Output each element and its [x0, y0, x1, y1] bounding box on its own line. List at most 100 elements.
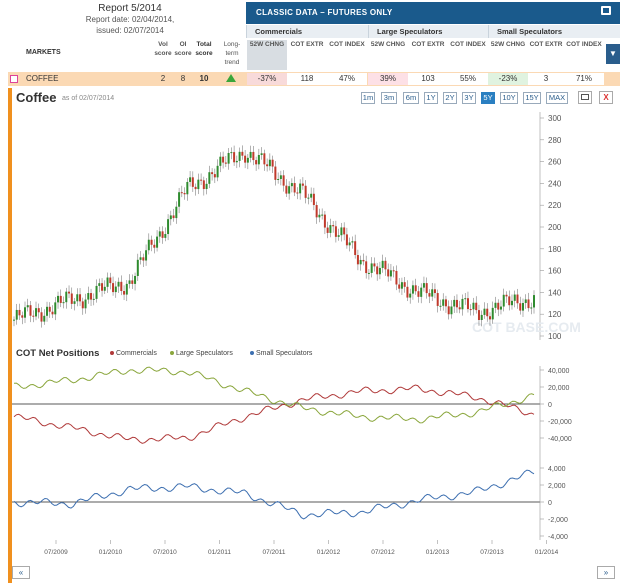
candle-body — [400, 282, 403, 289]
candle-body — [343, 227, 346, 235]
range-6m-button[interactable]: 6m — [403, 92, 419, 104]
candle-body — [109, 277, 112, 284]
candle-body — [348, 242, 351, 246]
range-10y-button[interactable]: 10Y — [500, 92, 518, 104]
comm-chng-header[interactable]: 52W CHNG — [247, 40, 287, 70]
candle-body — [35, 308, 38, 317]
candle-body — [444, 299, 447, 307]
comm-index-header[interactable]: COT INDEX — [329, 41, 365, 48]
candle-body — [131, 280, 134, 284]
comm-extr-header[interactable]: COT EXTR — [290, 41, 324, 48]
report-info: Report 5/2014 Report date: 02/04/2014, i… — [60, 3, 200, 36]
candle-body — [249, 151, 252, 158]
ls-extr: 103 — [408, 73, 448, 85]
ss-index-header[interactable]: COT INDEX — [566, 41, 602, 48]
range-1y-button[interactable]: 1Y — [424, 92, 438, 104]
candle-body — [296, 192, 299, 194]
candle-body — [389, 270, 392, 277]
candle-body — [477, 310, 480, 320]
candle-body — [246, 157, 249, 163]
printer-icon[interactable] — [601, 6, 611, 15]
candle-body — [57, 295, 60, 303]
range-15y-button[interactable]: 15Y — [523, 92, 541, 104]
candle-body — [466, 298, 469, 310]
candle-body — [274, 166, 277, 180]
market-name[interactable]: COFFEE — [26, 74, 59, 83]
price-ytick-label: 200 — [548, 223, 562, 232]
series-line-large-speculators — [13, 366, 535, 424]
range-5y-button[interactable]: 5Y — [481, 92, 495, 104]
candle-body — [318, 214, 321, 218]
candle-body — [513, 294, 516, 301]
candle-body — [125, 283, 128, 295]
chart-as-of: as of 02/07/2014 — [62, 95, 115, 102]
range-2y-button[interactable]: 2Y — [443, 92, 457, 104]
market-checkbox[interactable] — [10, 75, 18, 83]
candle-body — [367, 272, 370, 274]
candle-body — [136, 259, 139, 276]
candle-body — [337, 235, 340, 237]
legend-label-large-speculators: Large Speculators — [176, 350, 233, 357]
candle-body — [26, 305, 29, 308]
sort-down-icon[interactable]: ▼ — [606, 44, 620, 64]
candle-body — [359, 259, 362, 265]
classic-data-header: CLASSIC DATA – FUTURES ONLY — [246, 2, 620, 24]
candle-body — [153, 244, 156, 248]
candle-body — [384, 260, 387, 270]
candle-body — [68, 291, 71, 294]
candle-body — [425, 283, 428, 294]
candle-body — [98, 283, 101, 286]
candle-body — [453, 299, 456, 307]
candle-body — [268, 159, 271, 167]
prev-button[interactable]: « — [12, 566, 30, 579]
candle-body — [263, 153, 266, 165]
oi-score-header[interactable]: OI score — [174, 41, 192, 57]
candle-body — [139, 257, 142, 260]
trend-header[interactable]: Long-term trend — [223, 41, 241, 66]
candle-body — [299, 183, 302, 194]
candle-body — [62, 302, 65, 304]
ss-extr: 3 — [528, 73, 564, 85]
ss-index: 71% — [564, 73, 604, 85]
candle-body — [183, 193, 186, 195]
cot-upper-ytick-label: -40,000 — [548, 436, 572, 443]
range-3y-button[interactable]: 3Y — [462, 92, 476, 104]
candle-body — [464, 298, 467, 300]
candle-body — [142, 257, 145, 261]
candle-body — [345, 234, 348, 246]
candle-body — [167, 219, 170, 235]
candle-body — [73, 301, 76, 304]
candle-body — [428, 293, 431, 297]
range-1m-button[interactable]: 1m — [361, 92, 375, 104]
candle-body — [222, 156, 225, 163]
candle-body — [164, 234, 167, 238]
vol-score-header[interactable]: Vol score — [154, 41, 172, 57]
next-button[interactable]: » — [597, 566, 615, 579]
x-tick-label: 07/2009 — [44, 549, 68, 556]
ls-chng-header[interactable]: 52W CHNG — [370, 41, 406, 48]
x-ticks: 07/2009 01/2010 07/2010 01/2011 07/2011 01/20… — [44, 540, 559, 556]
close-chart-button[interactable]: X — [599, 91, 613, 104]
ss-extr-header[interactable]: COT EXTR — [529, 41, 563, 48]
watermark: COT BASE.COM — [472, 319, 581, 335]
candle-body — [519, 303, 522, 311]
candle-body — [304, 185, 307, 198]
ls-index-header[interactable]: COT INDEX — [450, 41, 486, 48]
total-score-header[interactable]: Total score — [195, 41, 213, 57]
candle-body — [29, 305, 32, 316]
ls-extr-header[interactable]: COT EXTR — [411, 41, 445, 48]
comm-index: 47% — [327, 73, 367, 85]
candle-body — [530, 307, 533, 309]
chart-print-icon[interactable] — [578, 91, 592, 104]
candle-body — [409, 293, 412, 298]
range-max-button[interactable]: MAX — [546, 92, 568, 104]
ss-chng-header[interactable]: 52W CHNG — [490, 41, 526, 48]
candle-body — [59, 295, 62, 303]
candle-body — [332, 225, 335, 227]
range-3m-button[interactable]: 3m — [381, 92, 397, 104]
x-tick-label: 01/2013 — [426, 549, 450, 556]
candle-body — [277, 178, 280, 180]
comm-extr: 118 — [287, 73, 327, 85]
series-line-small-speculators — [13, 469, 535, 520]
candle-body — [505, 294, 508, 297]
